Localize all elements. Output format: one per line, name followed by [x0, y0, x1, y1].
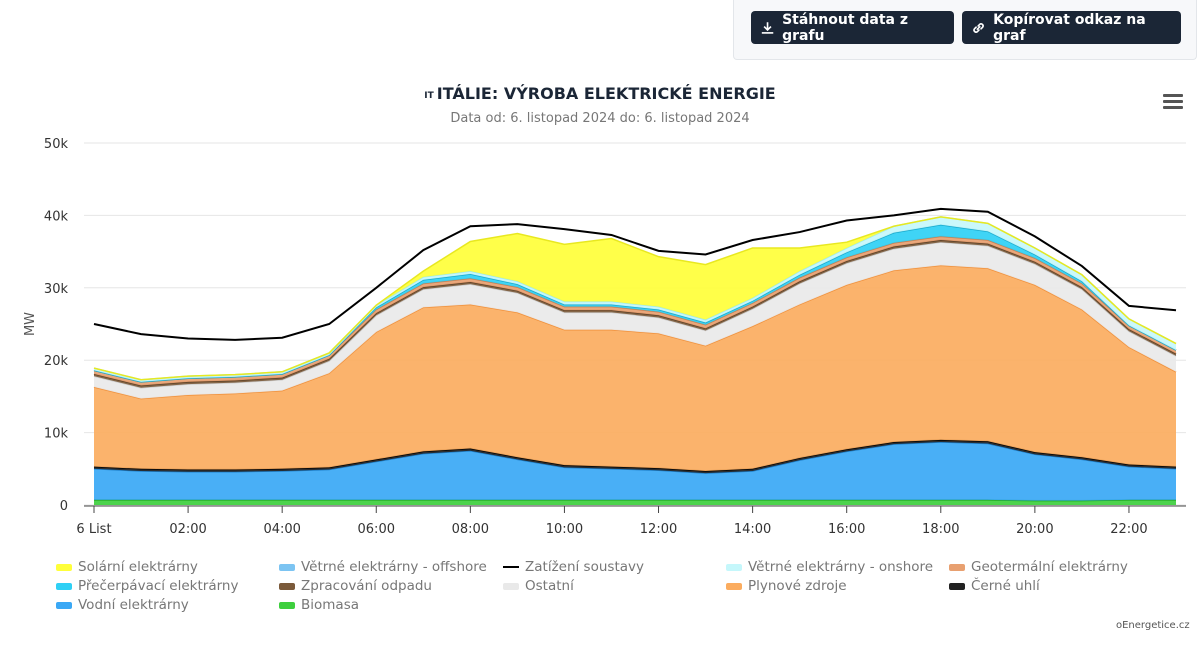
legend-item-geoterm-ln-elektr-rny[interactable]: Geotermální elektrárny: [949, 559, 1128, 575]
area-vodn-elektr-rny: [94, 442, 1176, 501]
area-ostatn-: [94, 242, 1176, 399]
legend-item-zat-en-soustavy[interactable]: Zatížení soustavy: [503, 559, 644, 575]
legend-label: Plynové zdroje: [748, 578, 847, 594]
x-tick-label: 08:00: [452, 522, 489, 537]
x-tick-label: 14:00: [734, 522, 771, 537]
legend-item-p-e-erp-vac-elektr-rny[interactable]: Přečerpávací elektrárny: [56, 578, 238, 594]
hamburger-menu-icon[interactable]: [1163, 94, 1183, 110]
copy-link-label: Kopírovat odkaz na graf: [993, 11, 1146, 44]
legend-label: Zatížení soustavy: [525, 559, 644, 575]
area-geoterm-ln-elektr-rny: [94, 236, 1176, 386]
legend-symbol: [949, 563, 965, 571]
legend-label: Ostatní: [525, 578, 574, 594]
chart-subtitle: Data od: 6. listopad 2024 do: 6. listopa…: [450, 111, 750, 126]
legend-label: Přečerpávací elektrárny: [78, 578, 239, 594]
legend-label: Solární elektrárny: [78, 559, 198, 575]
y-tick-label: 50k: [44, 137, 69, 152]
legend-item-v-trn-elektr-rny-offshore[interactable]: Větrné elektrárny - offshore: [279, 559, 487, 575]
legend-symbol: [726, 563, 742, 571]
legend-item--ern-uhl-[interactable]: Černé uhlí: [949, 578, 1040, 594]
legend-symbol: [726, 582, 742, 590]
legend-symbol: [279, 582, 295, 590]
credit: oEnergetice.cz: [1116, 620, 1190, 631]
x-tick-label: 06:00: [358, 522, 395, 537]
legend-item-v-trn-elektr-rny-onshore[interactable]: Větrné elektrárny - onshore: [726, 559, 933, 575]
legend-symbol: [949, 582, 965, 590]
x-tick-label: 10:00: [546, 522, 583, 537]
x-tick-label: 04:00: [263, 522, 300, 537]
download-icon: [761, 21, 774, 34]
legend-symbol: [279, 601, 295, 609]
y-tick-label: 10k: [44, 427, 69, 442]
legend-item-vodn-elektr-rny[interactable]: Vodní elektrárny: [56, 597, 189, 613]
legend-item-zpracov-n-odpadu[interactable]: Zpracování odpadu: [279, 578, 432, 594]
legend-label: Větrné elektrárny - onshore: [748, 559, 934, 575]
legend-item-ostatn-[interactable]: Ostatní: [503, 578, 574, 594]
legend-symbol: [56, 563, 72, 571]
area-zpracov-n-odpadu: [94, 240, 1176, 388]
y-tick-label: 30k: [44, 282, 69, 297]
legend-label: Vodní elektrárny: [78, 597, 189, 613]
x-tick-label: 16:00: [828, 522, 865, 537]
load-line: [93, 207, 1177, 341]
chart-title-text: ITÁLIE: VÝROBA ELEKTRICKÉ ENERGIE: [436, 84, 776, 103]
y-axis-label: MW: [23, 312, 38, 336]
area-plynov-zdroje: [94, 265, 1176, 471]
legend-label: Černé uhlí: [971, 578, 1040, 594]
legend-item-sol-rn-elektr-rny[interactable]: Solární elektrárny: [56, 559, 198, 575]
x-tick-label: 6 List: [76, 522, 111, 537]
x-tick-label: 20:00: [1016, 522, 1053, 537]
chart-title-wrap: IT ITÁLIE: VÝROBA ELEKTRICKÉ ENERGIE: [0, 84, 1200, 103]
legend-label: Biomasa: [301, 597, 360, 613]
legend-label: Větrné elektrárny - offshore: [301, 559, 487, 575]
legend-symbol: [503, 566, 519, 568]
copy-link-button[interactable]: Kopírovat odkaz na graf: [962, 11, 1181, 44]
download-data-button[interactable]: Stáhnout data z grafu: [751, 11, 954, 44]
legend-symbol: [279, 563, 295, 571]
chart-toolbar: Stáhnout data z grafu Kopírovat odkaz na…: [733, 0, 1197, 60]
flag-code: IT: [424, 91, 434, 101]
legend-label: Zpracování odpadu: [301, 578, 432, 594]
x-tick-label: 12:00: [640, 522, 677, 537]
y-tick-label: 40k: [44, 209, 69, 224]
x-tick-label: 18:00: [922, 522, 959, 537]
area-sol-rn-elektr-rny: [94, 216, 1176, 380]
download-data-label: Stáhnout data z grafu: [782, 11, 909, 44]
y-tick-label: 0: [60, 499, 68, 514]
area-biomasa: [94, 499, 1176, 505]
legend-symbol: [56, 601, 72, 609]
legend-item-biomasa[interactable]: Biomasa: [279, 597, 359, 613]
legend-symbol: [503, 582, 519, 590]
legend-label: Geotermální elektrárny: [971, 559, 1128, 575]
x-tick-label: 22:00: [1110, 522, 1147, 537]
x-tick-label: 02:00: [169, 522, 206, 537]
area-edge-sol-rn-elektr-rny: [93, 216, 1177, 381]
link-icon: [973, 22, 984, 33]
chart-title: IT ITÁLIE: VÝROBA ELEKTRICKÉ ENERGIE: [424, 84, 775, 103]
legend-item-plynov-zdroje[interactable]: Plynové zdroje: [726, 578, 847, 594]
legend-symbol: [56, 582, 72, 590]
y-tick-label: 20k: [44, 354, 69, 369]
